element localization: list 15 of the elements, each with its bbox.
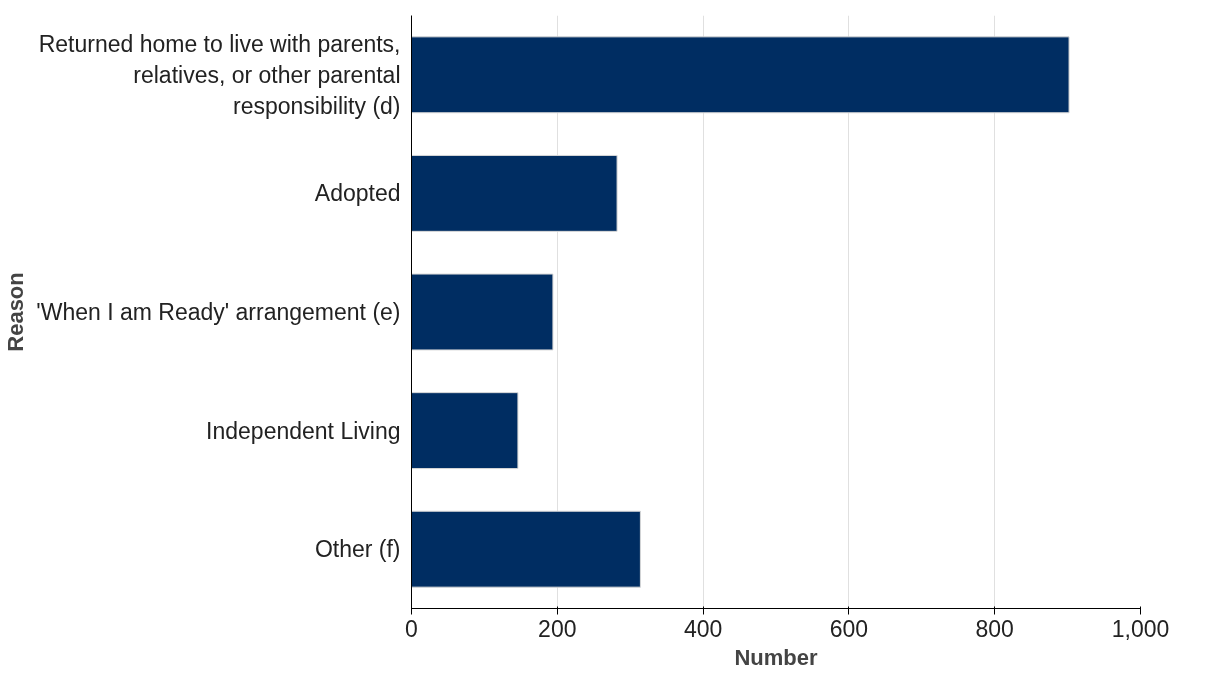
bar bbox=[411, 273, 554, 351]
y-tick-label: Adopted bbox=[314, 180, 401, 207]
x-tick-label: 800 bbox=[975, 615, 1014, 642]
y-tick-label: Other (f) bbox=[314, 536, 401, 563]
y-tick-label: 'When I am Ready' arrangement (e) bbox=[36, 299, 401, 325]
y-axis-title: Reason bbox=[3, 272, 29, 352]
x-tick-label: 400 bbox=[683, 615, 723, 642]
x-tick-label: 1,000 bbox=[1111, 615, 1170, 642]
y-tick-label: Returned home to live with parents, relatives, or other parental responsibility (d) bbox=[38, 30, 401, 119]
x-axis-title: Number bbox=[734, 644, 818, 670]
x-tick-label: 200 bbox=[538, 615, 577, 642]
y-tick-label: Independent Living bbox=[206, 417, 401, 444]
x-tick-label: 0 bbox=[405, 615, 418, 642]
bar bbox=[411, 392, 519, 470]
x-tick-label: 600 bbox=[829, 615, 869, 642]
